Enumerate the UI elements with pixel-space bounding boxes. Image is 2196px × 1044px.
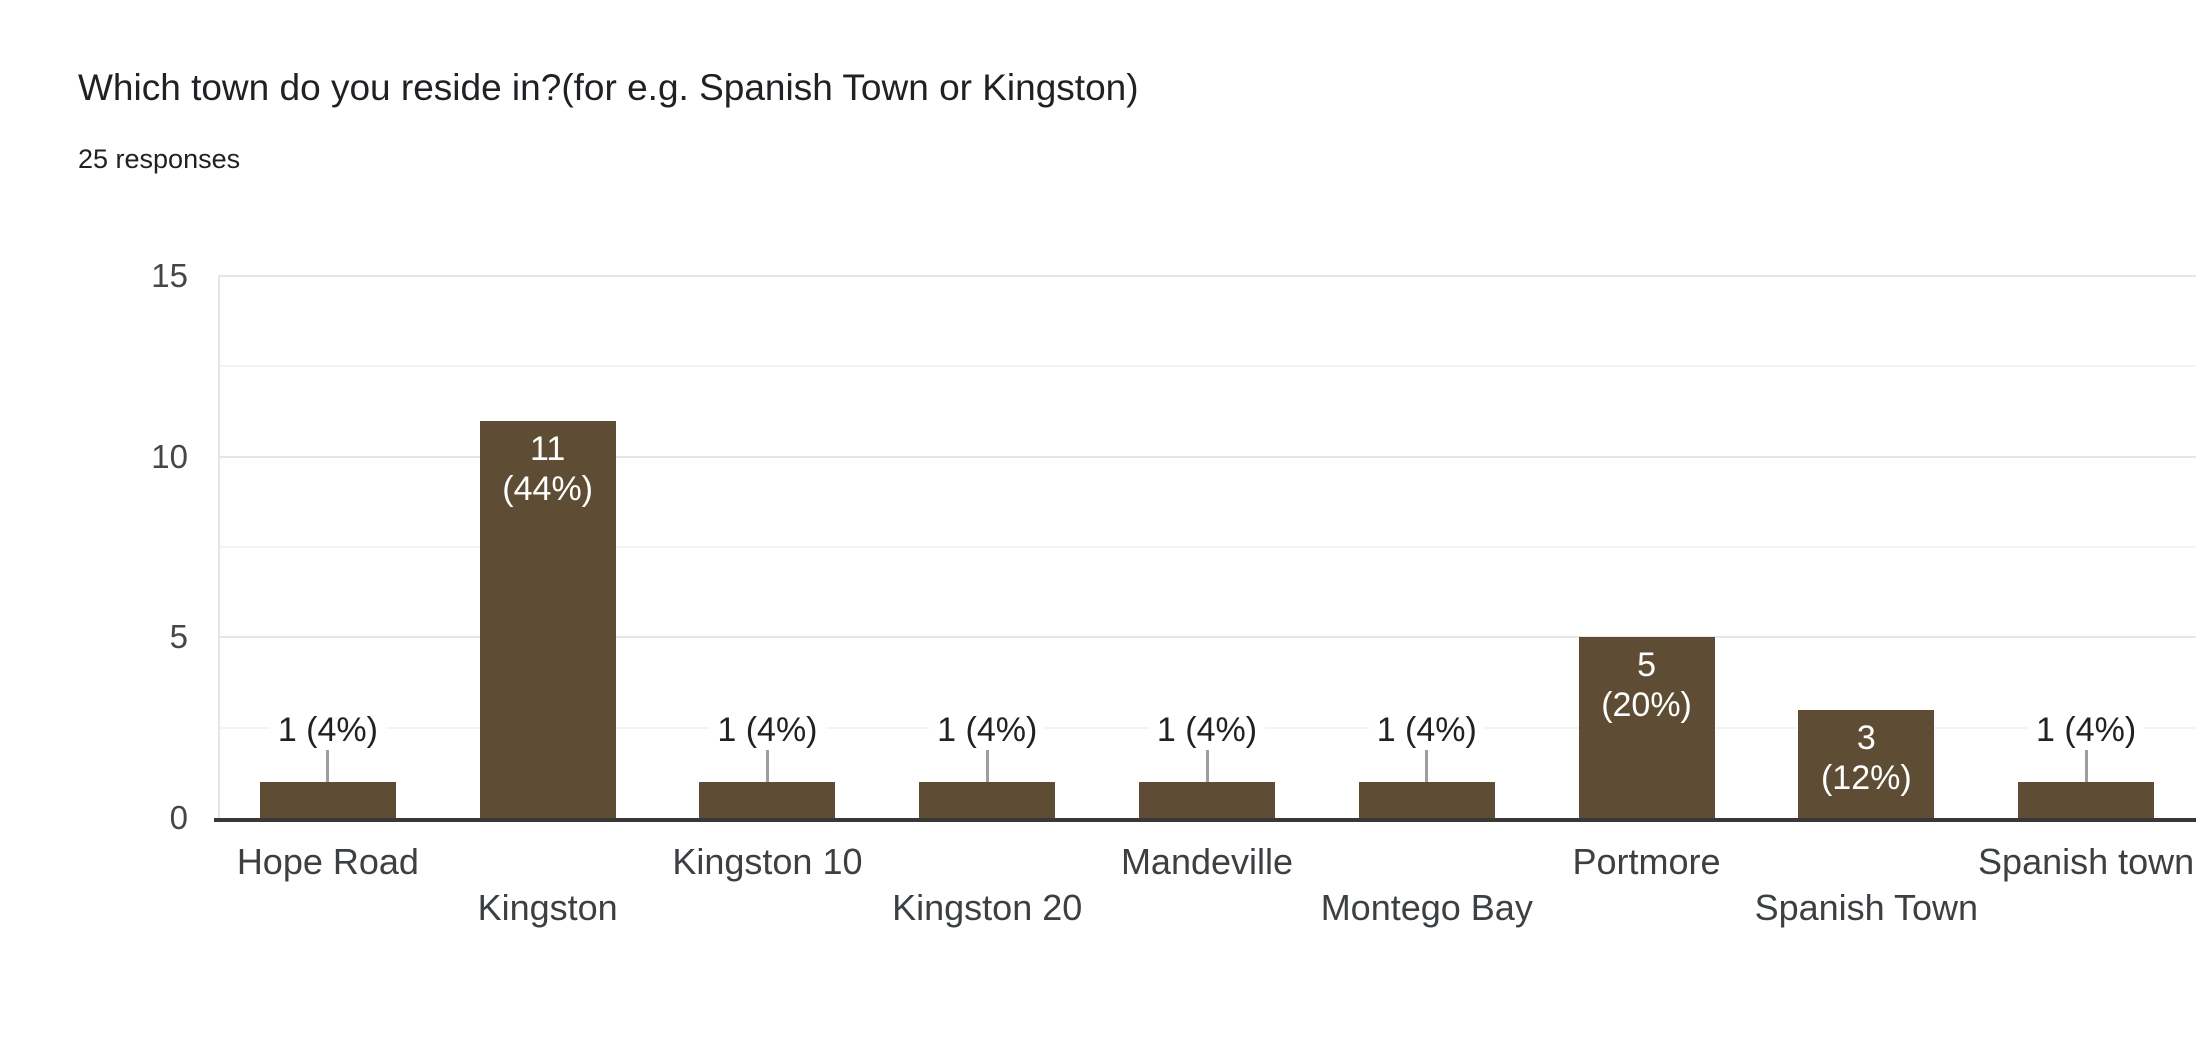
bar-value-label: 11 (44%) [502, 429, 593, 508]
bar-mandeville [1139, 781, 1275, 818]
major-gridline [218, 275, 2196, 277]
major-gridline [218, 455, 2196, 458]
response-count: 25 responses [78, 144, 241, 174]
x-axis-label-spanish-town: Spanish Town [1754, 887, 1979, 928]
x-axis-label-kingston-10: Kingston 10 [672, 841, 863, 882]
y-axis-tick-label: 0 [169, 799, 188, 836]
x-axis-baseline [214, 818, 2196, 822]
y-axis-tick-label: 15 [151, 257, 188, 294]
x-axis-label-kingston-20: Kingston 20 [892, 887, 1083, 928]
bar-kingston-20 [919, 781, 1056, 818]
bar-spanish-town [2018, 781, 2155, 818]
y-axis-tick-label: 10 [151, 437, 188, 475]
x-axis-label-kingston: Kingston [477, 887, 618, 928]
x-axis-label-portmore: Portmore [1572, 841, 1721, 882]
bar-value-label: 1 (4%) [1976, 710, 2196, 750]
bar-value-label: 1 (4%) [877, 710, 1097, 750]
bar-value-label: 1 (4%) [658, 710, 878, 750]
label-connector-line [2084, 749, 2088, 782]
bar-spanish-town [1798, 709, 1935, 818]
label-connector-line [1205, 749, 1209, 782]
x-axis-label-montego-bay: Montego Bay [1320, 887, 1533, 928]
x-axis-label-mandeville: Mandeville [1120, 841, 1294, 882]
plot-left-boundary [218, 276, 220, 818]
minor-gridline [218, 546, 2196, 548]
y-axis-tick-label: 5 [169, 618, 188, 656]
bar-montego-bay [1358, 781, 1495, 818]
bar-value-label: 5 (20%) [1601, 646, 1692, 725]
chart-title: Which town do you reside in?(for e.g. Sp… [78, 67, 1139, 108]
label-connector-line [326, 749, 330, 782]
label-connector-line [765, 749, 769, 782]
bar-value-label: 1 (4%) [1317, 710, 1537, 750]
x-axis-label-spanish-town: Spanish town [1978, 841, 2195, 882]
bar-value-label: 1 (4%) [218, 710, 438, 750]
label-connector-line [1425, 749, 1429, 782]
x-axis-label-hope-road: Hope Road [236, 841, 419, 882]
minor-gridline [218, 365, 2196, 368]
major-gridline [218, 636, 2196, 639]
bar-kingston-10 [699, 781, 836, 818]
bar-kingston [479, 420, 616, 818]
bar-hope-road [259, 781, 396, 818]
bar-value-label: 1 (4%) [1097, 710, 1317, 750]
bar-portmore [1578, 637, 1715, 818]
label-connector-line [985, 749, 989, 782]
bar-value-label: 3 (12%) [1820, 718, 1912, 797]
